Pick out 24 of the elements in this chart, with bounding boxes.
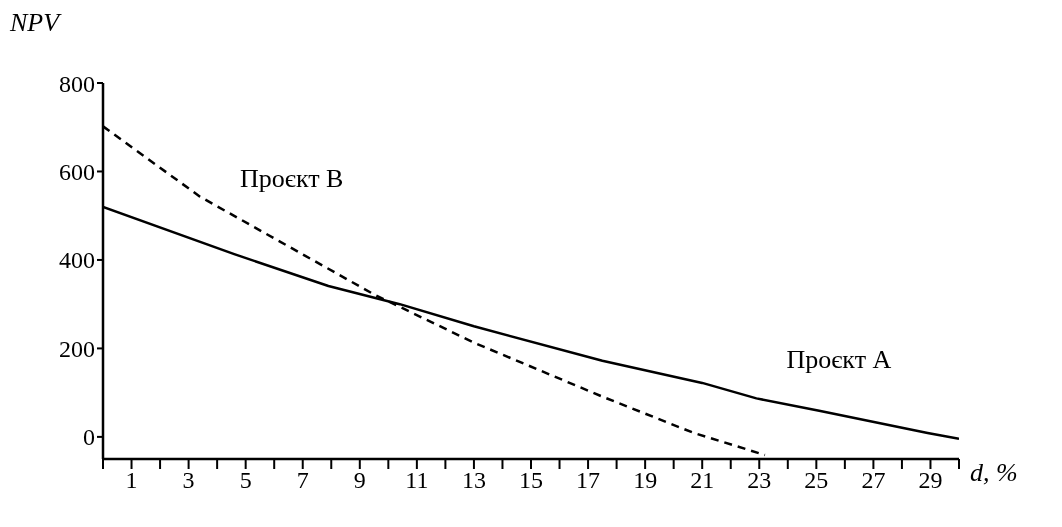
y-axis-title: NPV [10,8,60,38]
x-tick-label: 25 [804,467,829,494]
x-tick-label: 27 [861,467,886,494]
x-tick-label: 21 [690,467,715,494]
x-tick-label: 15 [519,467,543,494]
x-tick-label: 5 [239,467,252,494]
x-tick-label: 19 [633,467,658,494]
x-tick-label: 11 [405,467,429,494]
x-tick-label: 1 [125,467,138,494]
x-tick-label: 13 [461,467,486,494]
x-tick-label: 3 [182,467,195,494]
series-label: Проєкт A [786,345,892,375]
x-tick-label: 9 [353,467,366,494]
x-tick-label: 17 [576,467,601,494]
y-tick-label: 0 [83,424,95,451]
y-tick-label: 400 [59,247,95,274]
x-axis-title: d, % [970,458,1018,488]
series-label: Проєкт B [240,163,344,193]
y-tick-label: 600 [59,158,95,185]
y-tick-label: 200 [59,335,95,362]
y-tick-label: 800 [59,70,95,97]
x-tick-label: 23 [747,467,772,494]
x-tick-label: 29 [918,467,943,494]
x-tick-label: 7 [296,467,309,494]
